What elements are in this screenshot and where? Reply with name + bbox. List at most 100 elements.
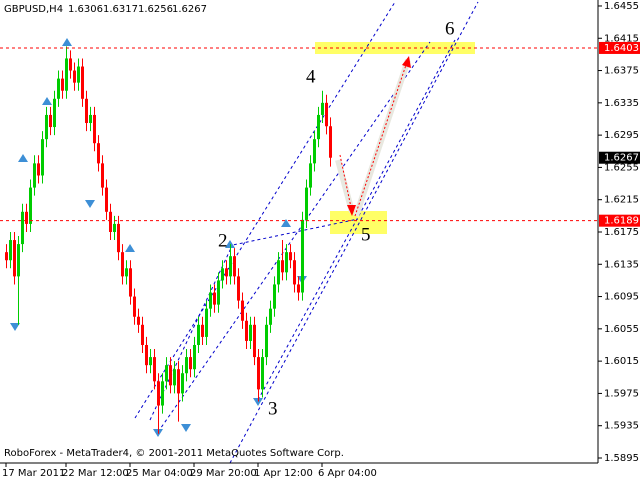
y-tick-label: 1.6055 [604, 324, 639, 335]
candle-body [53, 98, 56, 128]
y-tick-label: 1.5975 [604, 388, 639, 399]
trend-line [257, 39, 456, 401]
candle [325, 94, 328, 135]
last-price-box [599, 151, 640, 164]
candle [269, 300, 272, 333]
candle [265, 316, 268, 366]
candle-body [289, 252, 292, 261]
candle-body [45, 114, 48, 140]
y-tick-label: 1.6375 [604, 66, 639, 77]
candle [149, 349, 152, 374]
candle [293, 252, 296, 293]
candle-body [313, 139, 316, 164]
y-tick-label: 1.6015 [604, 356, 639, 367]
y-tick-label: 1.5895 [604, 453, 639, 464]
target-zone [330, 211, 387, 234]
candle [153, 349, 156, 390]
candle-body [69, 58, 72, 71]
level-label-box [599, 41, 640, 54]
candle [81, 58, 84, 107]
candle [125, 260, 128, 285]
x-tick-label: 29 Mar 20:00 [190, 468, 257, 479]
candle-body [129, 268, 132, 297]
candle-body [277, 260, 280, 285]
candle-body [329, 126, 332, 158]
fractal-up [18, 154, 28, 162]
candle-body [177, 369, 180, 394]
candle [109, 203, 112, 241]
fractals [10, 38, 307, 437]
arrow-head [402, 56, 411, 68]
x-tick-label: 22 Mar 12:00 [62, 468, 129, 479]
header-close: 1.6267 [172, 4, 207, 15]
y-tick-label: 1.6215 [604, 195, 639, 206]
fractal-down [10, 323, 20, 331]
candle [33, 155, 36, 196]
candle-body [229, 256, 232, 277]
y-tick-label: 1.6135 [604, 259, 639, 270]
candle-body [249, 324, 252, 341]
candle [209, 284, 212, 317]
candle-body [9, 240, 12, 261]
candle [317, 106, 320, 148]
x-tick-label: 25 Mar 04:00 [126, 468, 193, 479]
candle [13, 231, 16, 285]
candle-body [241, 300, 244, 321]
candle-body [141, 324, 144, 345]
candle-body [325, 102, 328, 127]
candle-body [225, 268, 228, 277]
candle-body [305, 187, 308, 220]
candle [193, 336, 196, 378]
candle [77, 58, 80, 91]
fractal-up [225, 240, 235, 248]
candle-body [37, 163, 40, 176]
header-low: 1.6256 [138, 4, 173, 15]
candle [69, 50, 72, 79]
candle [249, 316, 252, 350]
candle-body [237, 276, 240, 301]
candle [289, 244, 292, 269]
candle-body [285, 252, 288, 273]
candle-body [233, 256, 236, 277]
fractal-down [181, 424, 191, 432]
forecast-arrows [335, 56, 411, 217]
candle-body [49, 114, 52, 128]
candle [217, 272, 220, 313]
candle [245, 312, 248, 350]
candle-body [13, 240, 16, 277]
candle [9, 231, 12, 269]
candle [89, 106, 92, 132]
y-tick-label: 1.6335 [604, 98, 639, 109]
y-tick-label: 1.6175 [604, 227, 639, 238]
candle [157, 373, 160, 434]
candle-body [29, 187, 32, 224]
candle [25, 203, 28, 232]
candle [121, 244, 124, 285]
candle-body [165, 365, 168, 382]
candle [61, 70, 64, 99]
candle-body [213, 292, 216, 305]
candle [97, 135, 100, 172]
candle [37, 155, 40, 184]
candle [45, 106, 48, 148]
candle [173, 361, 176, 394]
fractal-up [281, 219, 291, 227]
candle [53, 90, 56, 136]
candle-body [153, 357, 156, 382]
candle [145, 336, 148, 374]
candle-body [201, 324, 204, 337]
candle-body [321, 102, 324, 115]
candle-body [57, 78, 60, 99]
candle-body [317, 114, 320, 140]
candle [5, 244, 8, 269]
candle-body [101, 163, 104, 188]
fractal-down [253, 398, 263, 406]
candle-body [117, 223, 120, 253]
candle [129, 260, 132, 305]
candle-body [17, 244, 20, 277]
candle [329, 117, 332, 167]
candle-body [109, 211, 112, 232]
candle [21, 203, 24, 253]
x-tick-label: 6 Apr 04:00 [318, 468, 377, 479]
fractal-up [125, 244, 135, 252]
